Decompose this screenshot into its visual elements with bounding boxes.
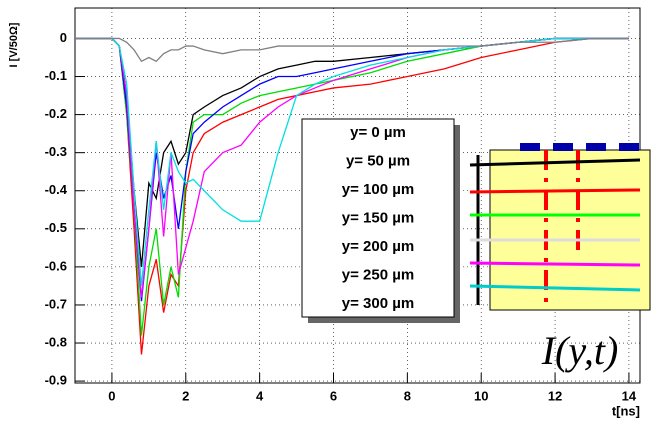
x-tick-label: 8 bbox=[404, 388, 411, 403]
y-tick-label: -0.7 bbox=[45, 296, 67, 311]
legend-entry: y= 0 µm bbox=[350, 124, 406, 141]
strip bbox=[520, 143, 540, 151]
y-tick-label: -0.4 bbox=[45, 182, 68, 197]
lines bbox=[75, 37, 629, 355]
x-axis-label: t[ns] bbox=[612, 403, 640, 418]
inset: I(y,t) bbox=[469, 143, 651, 373]
x-tick-label: 6 bbox=[330, 388, 337, 403]
legend: y= 0 µm y= 50 µm y= 100 µm y= 150 µm y= 200 … bbox=[301, 118, 460, 323]
x-tick-label: 12 bbox=[548, 388, 562, 403]
drift-arrow bbox=[469, 261, 641, 267]
y-tick-label: -0.9 bbox=[45, 373, 67, 388]
y-tick-label: -0.8 bbox=[45, 334, 67, 349]
y-tick-label: -0.5 bbox=[45, 220, 67, 235]
legend-entry: y= 300 µm bbox=[342, 295, 414, 312]
strip bbox=[586, 143, 606, 151]
series-line bbox=[75, 37, 629, 355]
strip bbox=[553, 143, 573, 151]
y-tick-label: -0.6 bbox=[45, 258, 67, 273]
x-tick-label: 10 bbox=[474, 388, 488, 403]
legend-entry: y= 100 µm bbox=[342, 181, 414, 198]
y-axis-label: I [V/50Ω] bbox=[8, 22, 20, 67]
drift-arrow bbox=[469, 284, 641, 292]
drift-arrow bbox=[469, 188, 641, 194]
legend-box bbox=[301, 118, 455, 318]
series-line bbox=[75, 37, 629, 63]
series-line bbox=[75, 37, 629, 336]
series-line bbox=[75, 37, 629, 286]
y-tick-label: -0.3 bbox=[45, 144, 67, 159]
x-tick-label: 4 bbox=[256, 388, 264, 403]
legend-entry: y= 50 µm bbox=[346, 152, 410, 169]
legend-entry: y= 250 µm bbox=[342, 266, 414, 283]
y-tick-label: -0.1 bbox=[45, 68, 67, 83]
y-tick-label: 0 bbox=[60, 30, 67, 45]
annotation: I(y,t) bbox=[541, 328, 619, 373]
legend-entry: y= 200 µm bbox=[342, 238, 414, 255]
x-tick-label: 14 bbox=[622, 388, 637, 403]
legend-entry: y= 150 µm bbox=[342, 209, 414, 226]
strip bbox=[619, 143, 639, 151]
x-tick-label: 0 bbox=[108, 388, 115, 403]
drift-arrow bbox=[469, 158, 641, 167]
detector bbox=[489, 149, 651, 311]
x-tick-label: 2 bbox=[182, 388, 189, 403]
y-tick-label: -0.2 bbox=[45, 106, 67, 121]
